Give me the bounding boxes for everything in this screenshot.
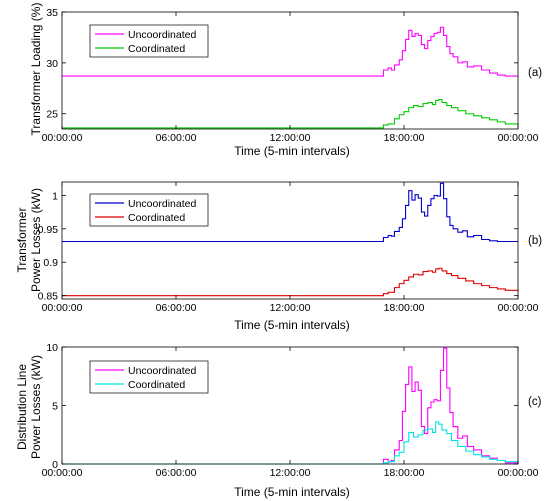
- panel-b-series-line-1: [62, 182, 518, 243]
- panel-c-ytick-label: 10: [46, 342, 58, 354]
- panel-c-legend-label-2: Coordinated: [128, 379, 185, 391]
- panel-c-tag: (c): [528, 396, 542, 408]
- panel-c-xtick-label: 00:00:00: [42, 467, 83, 479]
- panel-b-xtick-label: 12:00:00: [270, 302, 311, 314]
- panel-a-legend-label-1: Uncoordinated: [128, 29, 196, 41]
- panel-a-ytick-label: 25: [46, 109, 58, 121]
- panel-a-ytick-label: 35: [46, 7, 58, 19]
- panel-b-ytick-label: 0.95: [38, 224, 59, 236]
- panel-b-legend-label-1: Uncoordinated: [128, 198, 196, 210]
- panel-c-ylabel-line-1: Distribution Line: [15, 364, 29, 450]
- panel-b-xtick-label: 00:00:00: [498, 302, 539, 314]
- panel-c-xlabel: Time (5-min intervals): [234, 485, 350, 499]
- panel-a-xlabel: Time (5-min intervals): [234, 144, 350, 158]
- panel-c-ytick-label: 0: [52, 459, 58, 471]
- panel-a-series-line-1: [62, 26, 518, 77]
- panel-c: Distribution Line Power Losses (kW) Time…: [15, 342, 542, 499]
- panel-b-legend-box: [89, 193, 209, 227]
- panel-c-xtick-label: 06:00:00: [156, 467, 197, 479]
- panel-c-xtick-label: 00:00:00: [498, 467, 539, 479]
- panel-c-legend-box: [89, 360, 209, 394]
- panel-b-tag: (b): [528, 235, 542, 247]
- panel-c-series-line-1: [62, 347, 519, 465]
- panel-c-series-line-2: [62, 421, 519, 465]
- panel-a-xtick-label: 12:00:00: [270, 132, 311, 144]
- panel-b-series-line-2: [62, 267, 519, 297]
- panel-a-legend-box: [89, 24, 209, 58]
- panel-b-xtick-label: 18:00:00: [384, 302, 425, 314]
- panel-a-xtick-label: 00:00:00: [498, 132, 539, 144]
- panel-a: Transformer Loading (%) Time (5-min inte…: [29, 3, 542, 158]
- panel-a-ytick-label: 30: [46, 58, 58, 70]
- panel-a-tag: (a): [528, 67, 542, 79]
- panel-a-ylabel: Transformer Loading (%): [29, 3, 43, 136]
- panel-c-legend-label-1: Uncoordinated: [128, 365, 196, 377]
- panel-c-ytick-label: 5: [52, 401, 58, 413]
- panel-a-xtick-label: 18:00:00: [384, 132, 425, 144]
- panel-a-xtick-label: 06:00:00: [156, 132, 197, 144]
- panel-c-xtick-label: 18:00:00: [384, 467, 425, 479]
- panel-b-legend-label-2: Coordinated: [128, 212, 185, 224]
- panel-b-ylabel-line-1: Transformer: [15, 208, 29, 273]
- panel-c-ylabel-line-2: Power Losses (kW): [29, 355, 43, 459]
- panel-b-xtick-label: 06:00:00: [156, 302, 197, 314]
- panel-a-series-line-2: [62, 98, 519, 129]
- panel-c-xtick-label: 12:00:00: [270, 467, 311, 479]
- panel-b-ytick-label: 0.9: [43, 257, 58, 269]
- panel-b-xlabel: Time (5-min intervals): [234, 318, 350, 332]
- panel-b-ylabel-line-2: Power Losses (kW): [29, 188, 43, 292]
- panel-b: Transformer Power Losses (kW) Time (5-mi…: [15, 181, 542, 332]
- panel-a-legend-label-2: Coordinated: [128, 43, 185, 55]
- panel-b-ytick-label: 1: [52, 190, 58, 202]
- panel-b-xtick-label: 00:00:00: [42, 302, 83, 314]
- panel-a-xtick-label: 00:00:00: [42, 132, 83, 144]
- panel-b-ytick-label: 0.85: [38, 291, 59, 303]
